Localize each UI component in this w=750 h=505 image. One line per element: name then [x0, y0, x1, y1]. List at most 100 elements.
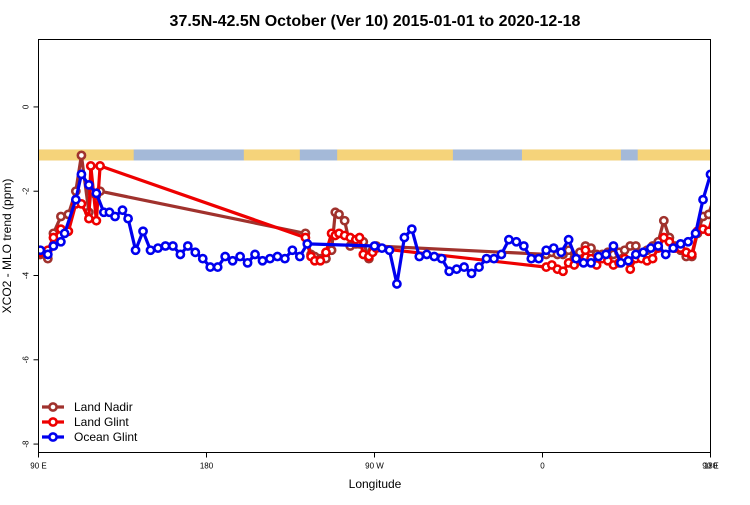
- data-point: [244, 259, 251, 266]
- data-point: [259, 257, 266, 264]
- data-point: [662, 251, 669, 258]
- x-tick-label: 180: [200, 462, 214, 471]
- data-point: [296, 253, 303, 260]
- data-point: [85, 215, 92, 222]
- data-point: [214, 263, 221, 270]
- data-point: [573, 255, 580, 262]
- data-point: [632, 242, 639, 249]
- data-point: [378, 245, 385, 252]
- data-point: [438, 255, 445, 262]
- legend-marker: [49, 433, 56, 440]
- data-point: [317, 257, 324, 264]
- data-point: [490, 255, 497, 262]
- data-point: [169, 242, 176, 249]
- data-point: [304, 240, 311, 247]
- data-point: [266, 255, 273, 262]
- data-point: [446, 268, 453, 275]
- data-point: [724, 209, 731, 216]
- data-point: [50, 234, 57, 241]
- data-point: [718, 152, 725, 159]
- data-point: [685, 238, 692, 245]
- legend-marker: [49, 418, 56, 425]
- data-point: [617, 259, 624, 266]
- data-point: [222, 253, 229, 260]
- data-point: [408, 226, 415, 233]
- data-point: [72, 196, 79, 203]
- data-point: [453, 266, 460, 273]
- data-point: [289, 247, 296, 254]
- series-layer: [37, 152, 750, 288]
- chart-title: 37.5N-42.5N October (Ver 10) 2015-01-01 …: [170, 13, 581, 30]
- data-point: [78, 152, 85, 159]
- data-point: [229, 257, 236, 264]
- data-point: [132, 247, 139, 254]
- y-tick-label: -2: [22, 187, 31, 195]
- data-point: [627, 266, 634, 273]
- data-point: [660, 217, 667, 224]
- data-point: [61, 230, 68, 237]
- legend-item: Land Nadir: [42, 400, 133, 414]
- data-point: [543, 247, 550, 254]
- data-point: [713, 200, 720, 207]
- data-point: [610, 242, 617, 249]
- data-point: [57, 238, 64, 245]
- data-point: [640, 249, 647, 256]
- data-point: [655, 242, 662, 249]
- data-point: [207, 263, 214, 270]
- data-point: [724, 215, 731, 222]
- series-ocean-glint: [37, 171, 750, 288]
- legend-marker: [49, 403, 56, 410]
- data-point: [371, 242, 378, 249]
- data-point: [237, 253, 244, 260]
- data-point: [602, 251, 609, 258]
- y-tick-label: -6: [22, 356, 31, 364]
- data-point: [199, 255, 206, 262]
- data-point: [93, 217, 100, 224]
- data-point: [356, 234, 363, 241]
- data-point: [550, 245, 557, 252]
- data-point: [44, 251, 51, 258]
- data-point: [729, 162, 736, 169]
- y-axis-label: XCO2 - MLO trend (ppm): [0, 179, 14, 314]
- data-point: [729, 209, 736, 216]
- x-axis-label: Longitude: [349, 477, 402, 491]
- legend-label: Land Nadir: [74, 400, 133, 414]
- data-point: [632, 251, 639, 258]
- data-point: [461, 263, 468, 270]
- data-point: [386, 247, 393, 254]
- data-point: [647, 245, 654, 252]
- data-point: [558, 249, 565, 256]
- data-point: [744, 213, 750, 220]
- data-point: [559, 268, 566, 275]
- x-tick-label: 90 E: [30, 462, 46, 471]
- data-point: [162, 242, 169, 249]
- data-point: [431, 253, 438, 260]
- legend-label: Ocean Glint: [74, 430, 138, 444]
- land-ocean-strip: [39, 149, 750, 160]
- data-point: [184, 242, 191, 249]
- data-point: [57, 213, 64, 220]
- data-point: [587, 259, 594, 266]
- data-point: [147, 247, 154, 254]
- data-point: [111, 213, 118, 220]
- data-point: [649, 255, 656, 262]
- x-tick-label: 90 W: [365, 462, 384, 471]
- data-point: [401, 234, 408, 241]
- data-point: [625, 257, 632, 264]
- data-point: [119, 207, 126, 214]
- data-point: [582, 247, 589, 254]
- x-tick-label: 0: [540, 462, 545, 471]
- data-point: [192, 249, 199, 256]
- data-point: [50, 242, 57, 249]
- data-point: [322, 249, 329, 256]
- data-point: [97, 162, 104, 169]
- data-point: [670, 245, 677, 252]
- x-tick-label: 180: [704, 462, 718, 471]
- y-tick-label: 0: [22, 104, 31, 109]
- data-point: [535, 255, 542, 262]
- data-point: [513, 238, 520, 245]
- data-point: [251, 251, 258, 258]
- data-point: [688, 251, 695, 258]
